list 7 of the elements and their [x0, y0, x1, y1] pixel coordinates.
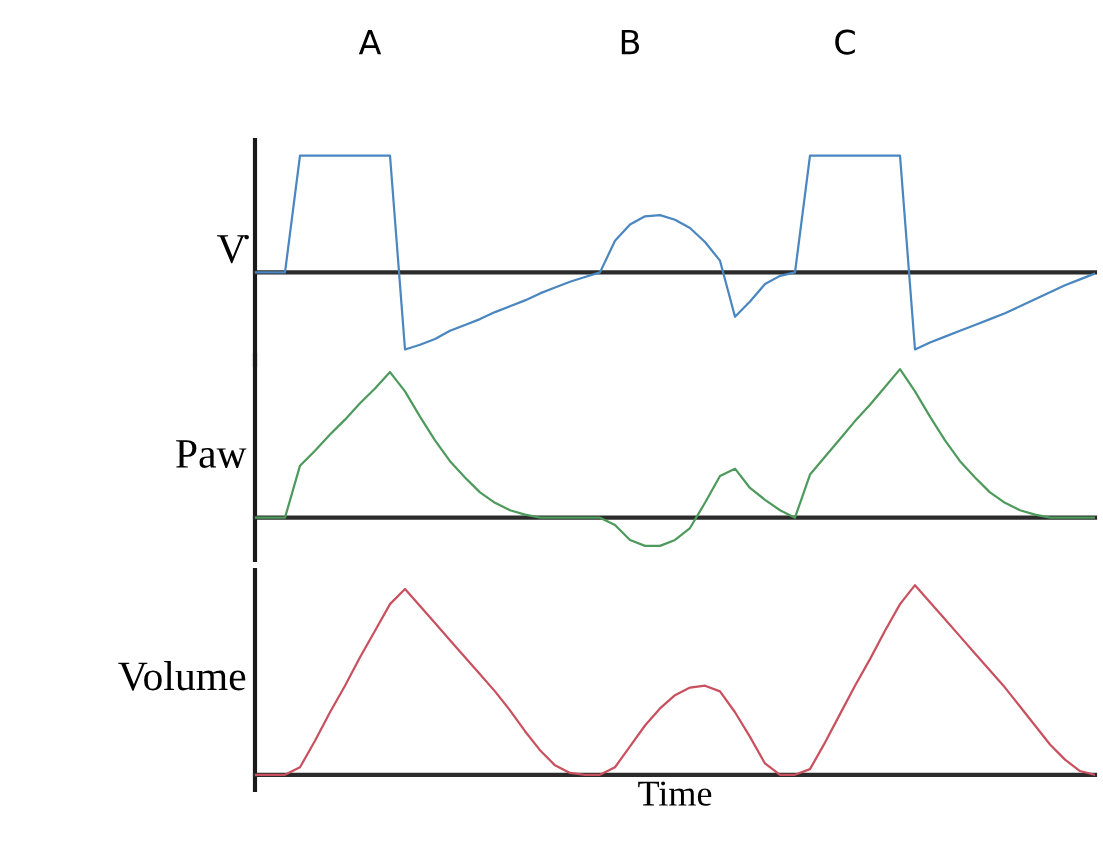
x-axis-title: Time — [638, 781, 712, 806]
y-axis-title: V̇ — [217, 234, 249, 264]
text: B — [621, 29, 640, 55]
text: A — [358, 29, 382, 55]
text: C — [835, 29, 855, 55]
y-axis-title: Volume — [118, 661, 246, 691]
y-axis-title: Paw — [176, 440, 247, 468]
